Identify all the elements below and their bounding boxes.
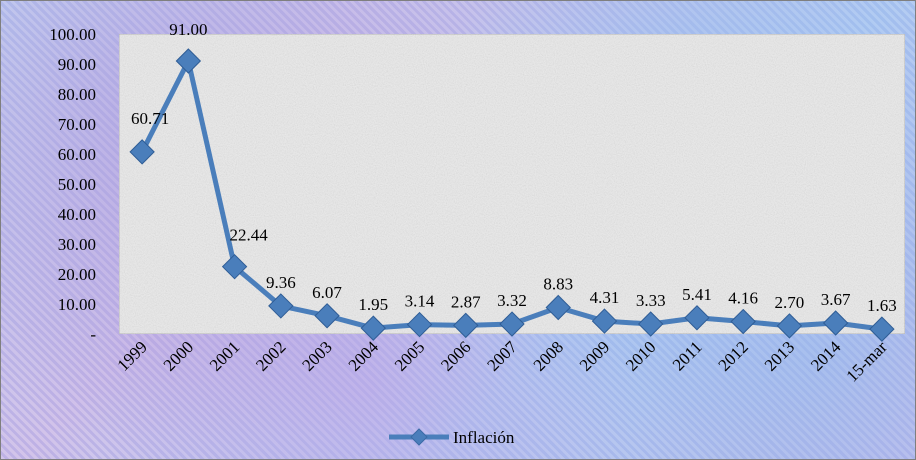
legend: Inflación [389,428,515,447]
data-point-marker [591,308,618,334]
x-tick-label: 2012 [715,337,752,374]
data-label: 2.87 [451,292,481,311]
legend-label: Inflación [453,428,515,447]
x-tick-label: 2003 [298,337,335,374]
data-point-marker [499,311,525,337]
data-label: 22.44 [229,226,268,245]
data-label: 1.95 [358,295,388,314]
data-label: 9.36 [266,273,296,292]
data-point-marker [869,316,895,342]
data-point-marker [360,315,387,341]
x-axis: 1999 2000 2001 2002 2003 2004 2005 2006 2007 2008… [113,337,890,386]
x-tick-label: 2001 [206,337,243,374]
data-point-marker [268,293,294,319]
x-tick-label: 2004 [345,337,383,375]
data-label: 4.31 [590,288,620,307]
data-point-marker [730,308,756,335]
y-tick-label: 70.00 [58,115,96,134]
data-point-marker [684,305,710,331]
y-tick-label: 80.00 [58,85,96,104]
data-point-marker [175,48,202,74]
data-label: 8.83 [543,275,573,294]
data-point-marker [314,303,340,329]
y-tick-label: 50.00 [58,175,96,194]
data-label: 1.63 [867,296,897,315]
x-tick-label: 2013 [761,337,798,374]
data-label: 6.07 [312,283,342,302]
data-label: 3.33 [636,291,666,310]
plot-area [118,33,906,335]
x-tick-label: 2010 [622,337,659,374]
y-tick-label: 90.00 [58,55,96,74]
x-tick-label: 2002 [252,337,289,374]
y-tick-label: - [90,325,96,344]
data-point-marker [545,294,571,321]
data-labels: 60.71 91.00 22.44 9.36 6.07 1.95 3.14 2.87 3.32 8… [131,20,897,315]
y-axis: - 10.00 20.00 30.00 40.00 50.00 60.00 70.00 80.0… [49,25,96,344]
data-label: 4.16 [728,289,758,308]
data-point-marker [776,313,803,339]
y-tick-label: 20.00 [58,265,96,284]
x-tick-label: 2008 [530,337,567,374]
data-point-marker [221,253,248,280]
data-label: 3.32 [497,291,527,310]
x-tick-label: 2005 [391,337,428,374]
y-tick-label: 10.00 [58,295,96,314]
data-point-marker [406,311,433,338]
x-tick-label: 2009 [576,337,613,374]
data-label: 3.14 [405,292,435,311]
data-label: 5.41 [682,285,712,304]
series-layer [129,48,895,342]
data-point-marker [637,311,664,337]
data-label: 60.71 [131,109,169,128]
x-tick-label: 1999 [113,337,150,374]
x-tick-label: 2014 [807,337,845,375]
x-tick-label: 2007 [483,337,521,375]
y-tick-label: 30.00 [58,235,96,254]
x-tick-label: 2000 [160,337,197,374]
x-tick-label: 2011 [669,337,706,374]
data-point-marker [129,139,155,165]
legend-marker [410,428,428,446]
y-tick-label: 60.00 [58,145,96,164]
x-tick-label: 2006 [437,337,474,374]
data-point-marker [822,310,849,336]
x-tick-label: 15-mar [843,337,891,385]
data-label: 2.70 [775,293,805,312]
data-label: 91.00 [169,20,207,39]
y-tick-label: 100.00 [49,25,96,44]
data-label: 3.67 [821,290,851,309]
data-point-marker [453,312,479,339]
y-tick-label: 40.00 [58,205,96,224]
